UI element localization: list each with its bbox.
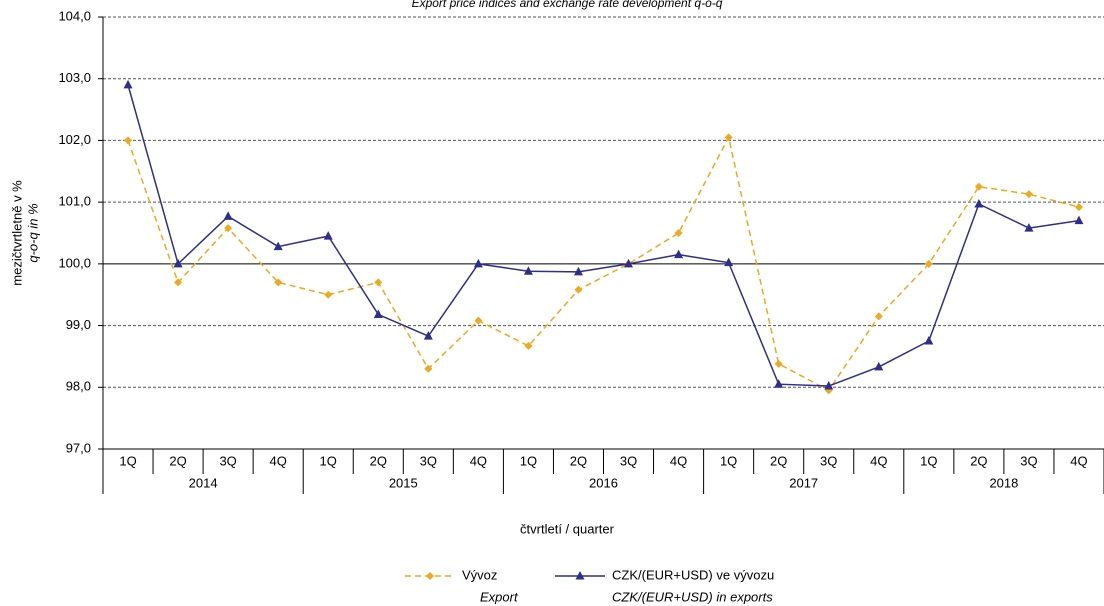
point	[624, 258, 634, 268]
y-tick-label: 102,0	[58, 132, 91, 147]
point	[674, 249, 684, 259]
legend-label: CZK/(EUR+USD) ve vývozu	[612, 567, 774, 582]
point	[523, 266, 533, 275]
y-tick-label: 97,0	[66, 440, 91, 455]
y-axis-label-en: q-o-q in %	[25, 203, 40, 262]
point	[1024, 223, 1034, 232]
point	[1074, 203, 1083, 212]
x-tick-label: 3Q	[620, 453, 637, 468]
x-tick-label: 1Q	[720, 453, 737, 468]
legend-label: Vývoz	[462, 567, 497, 582]
point	[474, 316, 483, 325]
x-tick-label: 2Q	[570, 453, 587, 468]
y-tick-label: 101,0	[58, 194, 91, 209]
point	[774, 379, 784, 388]
year-label: 2015	[389, 475, 418, 490]
x-tick-label: 3Q	[219, 453, 236, 468]
point	[223, 211, 233, 220]
x-tick-label: 4Q	[270, 453, 287, 468]
point	[324, 290, 333, 299]
point	[1024, 190, 1033, 199]
point	[1074, 215, 1084, 225]
x-tick-label: 1Q	[320, 453, 337, 468]
y-tick-label: 99,0	[66, 317, 91, 332]
legend-label-en: Export	[480, 589, 519, 604]
point	[574, 285, 583, 294]
point	[274, 278, 283, 287]
y-tick-label: 104,0	[58, 8, 91, 23]
x-tick-label: 3Q	[420, 453, 437, 468]
point	[374, 278, 383, 287]
point	[373, 309, 383, 318]
point	[473, 258, 483, 268]
point	[323, 231, 333, 240]
point	[573, 266, 583, 276]
point	[426, 572, 434, 580]
x-tick-label: 2Q	[770, 453, 787, 468]
point	[123, 79, 133, 89]
chart-title: Export price indices and exchange rate d…	[412, 0, 723, 10]
point	[724, 257, 734, 267]
x-tick-label: 4Q	[470, 453, 487, 468]
y-tick-label: 98,0	[66, 379, 91, 394]
x-tick-label: 1Q	[520, 453, 537, 468]
x-tick-label: 4Q	[870, 453, 887, 468]
y-tick-label: 100,0	[58, 255, 91, 270]
point	[273, 241, 283, 251]
point	[924, 259, 933, 268]
point	[124, 136, 133, 145]
x-tick-label: 4Q	[1070, 453, 1087, 468]
point	[824, 381, 834, 390]
x-tick-label: 2Q	[370, 453, 387, 468]
point	[423, 331, 433, 340]
year-label: 2017	[789, 475, 818, 490]
point	[724, 133, 733, 142]
point	[174, 278, 183, 287]
x-tick-label: 3Q	[1020, 453, 1037, 468]
y-axis-label: mezičtvrtletně v %	[9, 180, 24, 286]
x-tick-label: 3Q	[820, 453, 837, 468]
point	[874, 312, 883, 321]
point	[173, 258, 183, 268]
year-label: 2016	[589, 475, 618, 490]
y-tick-label: 103,0	[58, 70, 91, 85]
x-tick-label: 4Q	[670, 453, 687, 468]
x-tick-label: 1Q	[119, 453, 136, 468]
point	[424, 364, 433, 373]
series-line	[127, 135, 1080, 392]
point	[674, 229, 683, 237]
point	[924, 336, 934, 345]
x-tick-label: 2Q	[970, 453, 987, 468]
point	[524, 341, 533, 350]
point	[874, 361, 884, 371]
year-label: 2014	[189, 475, 218, 490]
year-label: 2018	[989, 475, 1018, 490]
legend-label-en: CZK/(EUR+USD) in exports	[612, 589, 773, 604]
x-tick-label: 2Q	[169, 453, 186, 468]
x-axis-label: čtvrtletí / quarter	[520, 521, 615, 536]
point	[224, 224, 233, 233]
point	[774, 359, 783, 368]
x-tick-label: 1Q	[920, 453, 937, 468]
point	[575, 571, 585, 580]
series-line	[127, 84, 1080, 387]
point	[974, 182, 983, 191]
point	[974, 198, 984, 208]
